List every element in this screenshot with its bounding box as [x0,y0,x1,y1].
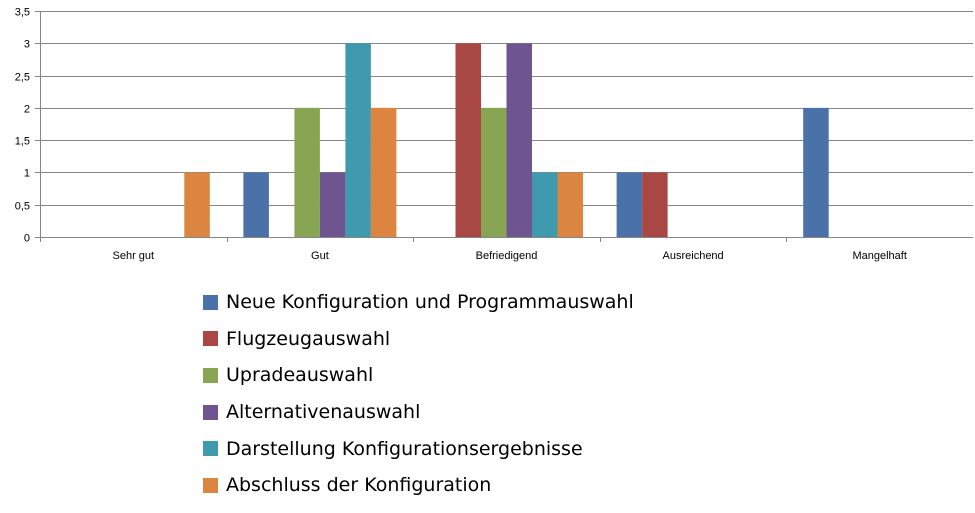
legend-swatch [203,404,218,420]
legend-label: Flugzeugauswahl [226,327,391,350]
x-tick-label: Befriedigend [476,250,538,262]
bar [345,43,371,237]
x-tick-label: Mangelhaft [852,250,906,262]
y-tick-label: 0,5 [15,201,30,213]
legend-label: Upradeauswahl [226,364,374,387]
legend-item: Darstellung Konfigurationsergebnisse [203,430,634,467]
bars [184,43,829,237]
bar [642,172,668,237]
legend-swatch [203,331,218,347]
x-tick-label: Sehr gut [113,250,155,262]
bar [243,172,269,237]
bar [370,107,397,237]
bar [184,172,210,237]
bar [532,172,558,237]
legend-label: Alternativenauswahl [226,401,421,424]
bar [481,107,507,237]
bar [803,107,829,237]
legend-item: Upradeauswahl [203,357,634,394]
legend-item: Neue Konfiguration und Programmauswahl [203,284,634,321]
bar [616,172,643,237]
bar [455,43,481,237]
legend-label: Darstellung Konfigurationsergebnisse [226,437,583,460]
legend-item: Alternativenauswahl [203,394,634,431]
legend: Neue Konfiguration und Programmauswahl Fl… [203,284,634,504]
legend-swatch [203,367,218,383]
x-tick-labels: Sehr gut Gut Befriedigend Ausreichend Mangel… [113,250,907,262]
bar [506,43,532,237]
y-tick-label: 1 [24,168,30,180]
y-tick-label: 2 [24,104,30,116]
bar [319,172,346,237]
y-tick-label: 3,5 [15,7,30,19]
legend-label: Neue Konfiguration und Programmauswahl [226,291,634,314]
x-tick-label: Ausreichend [663,250,724,262]
legend-item: Abschluss der Konfiguration [203,467,634,504]
legend-item: Flugzeugauswahl [203,321,634,358]
legend-swatch [203,294,218,310]
legend-swatch [203,441,218,457]
y-tick-label: 3 [24,39,30,51]
y-tick-label: 1,5 [15,136,30,148]
y-tick-labels: 0 0,5 1 1,5 2 2,5 3 3,5 [15,7,30,245]
axes [35,11,973,242]
bar [557,172,583,237]
legend-swatch [203,477,218,493]
y-tick-label: 2,5 [15,72,30,84]
legend-label: Abschluss der Konfiguration [226,474,492,497]
x-tick-label: Gut [311,250,329,262]
y-tick-label: 0 [24,233,30,245]
bar [294,107,320,237]
